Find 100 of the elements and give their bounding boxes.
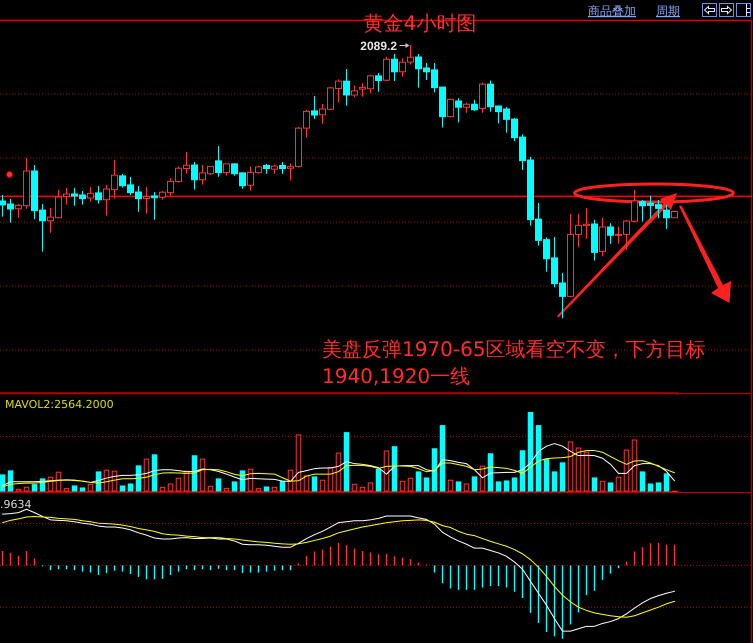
bar [408,478,414,492]
bar [520,450,526,492]
text: 美盘反弹1970-65区域看空不变，下方目标1940,1920一线 [322,337,706,388]
bar [376,469,382,492]
candlestick [479,82,486,114]
bar [144,458,150,492]
bar [584,452,590,492]
bar [208,486,214,492]
bar [448,480,454,492]
bar [632,440,638,492]
bar [504,480,510,492]
bar [624,450,630,492]
bar [256,488,262,492]
bar [312,476,318,492]
bar [120,485,126,492]
bar [320,480,326,492]
bar [640,471,646,492]
bar [440,425,446,492]
bar [240,470,246,492]
bar [304,475,310,492]
bar [192,455,198,492]
candlestick [343,68,350,106]
bar [456,481,462,492]
bar [528,412,534,492]
bar [184,470,190,492]
candlestick [607,222,614,244]
candlestick [471,99,478,112]
bar [200,458,206,492]
bar [176,478,182,492]
bar [152,454,158,492]
bar [608,482,614,492]
bar [560,462,566,492]
bar [0,474,6,492]
bar [136,465,142,492]
bar [232,481,238,492]
bar [416,471,422,492]
bar [264,486,270,492]
candlestick [383,56,390,82]
bar [656,482,662,492]
bar [592,477,598,492]
bar [224,488,230,492]
bar [616,476,622,492]
bar [128,483,134,492]
bar [400,480,406,492]
bar [368,482,374,492]
bar [576,448,582,492]
text: MAVOL2:2564.2000 [5,398,114,411]
bar [432,448,438,492]
bar [488,453,494,492]
bar [272,486,278,492]
bar [360,486,366,492]
candlestick [599,218,606,257]
candlestick [455,98,462,123]
bar [544,458,550,492]
bar [600,480,606,492]
candlestick [447,98,454,118]
bar [512,477,518,492]
bar [168,483,174,492]
text: 周期 [656,4,680,18]
bar [328,467,334,492]
bar [64,488,70,492]
annotation: 2089.2 [360,39,398,53]
bar [336,452,342,492]
bar [8,470,14,492]
bar [384,450,390,492]
bar [296,434,302,492]
bar [24,486,30,492]
candlestick [671,210,678,218]
bar [480,466,486,492]
bar [344,432,350,492]
bar [664,473,670,492]
candlestick [95,186,102,204]
bar [568,441,574,492]
candlestick [663,204,670,230]
candlestick [391,54,398,82]
text: 商品叠加 [588,4,636,18]
candlestick [263,163,270,174]
candlestick [151,192,158,220]
candlestick [463,102,470,114]
bar [472,476,478,492]
bar [88,484,94,492]
candlestick [271,164,278,174]
bar [352,484,358,492]
candlestick [375,72,382,92]
candlestick [143,186,150,214]
bar [496,481,502,492]
candlestick [351,84,358,98]
bar [552,471,558,492]
candlestick [87,186,94,202]
bar [80,487,86,492]
bar [160,486,166,492]
bar [56,472,62,492]
bar [216,478,222,492]
bar [280,480,286,492]
annotation: .9634 [0,498,32,511]
bar [392,446,398,492]
candlestick [311,96,318,120]
bar [536,425,542,492]
candlestick [215,146,222,178]
bar [464,483,470,492]
